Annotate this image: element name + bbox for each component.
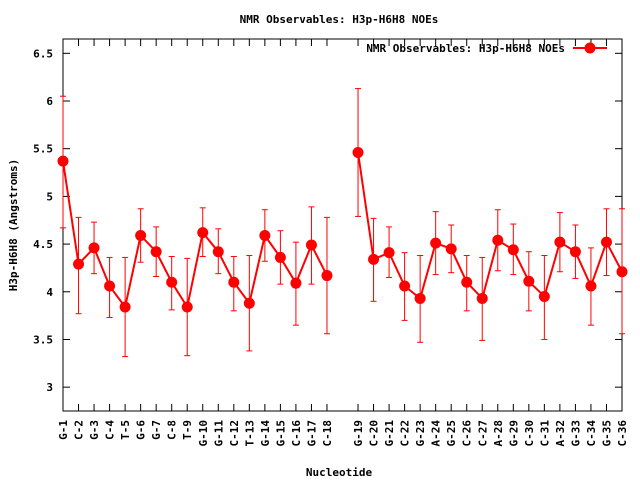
x-axis-label: Nucleotide bbox=[306, 466, 373, 479]
x-tick-label: T-9 bbox=[181, 420, 194, 440]
x-tick-label: G-3 bbox=[88, 420, 101, 440]
y-axis: 3 3.5 4 4.5 5 5.5 6 6.5 bbox=[33, 47, 622, 394]
data-point bbox=[569, 246, 581, 258]
x-tick-label: C-2 bbox=[73, 420, 86, 440]
y-tick-label: 4 bbox=[46, 286, 53, 299]
data-point bbox=[414, 292, 426, 304]
series-line bbox=[357, 152, 623, 301]
data-point bbox=[492, 234, 504, 246]
data-point bbox=[259, 229, 271, 241]
data-point bbox=[430, 237, 442, 249]
data-point bbox=[616, 266, 628, 278]
data-point bbox=[368, 253, 380, 265]
x-tick-label: G-11 bbox=[212, 420, 225, 447]
data-point bbox=[352, 147, 364, 159]
x-tick-label: C-36 bbox=[616, 420, 629, 447]
data-point bbox=[290, 277, 302, 289]
x-tick-label: T-13 bbox=[243, 420, 256, 447]
x-tick-label: G-1 bbox=[57, 420, 70, 440]
x-tick-label: C-27 bbox=[476, 420, 489, 447]
x-tick-label: C-12 bbox=[228, 420, 241, 447]
data-point bbox=[523, 275, 535, 287]
x-tick-label: G-15 bbox=[274, 420, 287, 447]
data-point bbox=[135, 229, 147, 241]
series-line bbox=[62, 160, 328, 310]
data-point bbox=[243, 297, 255, 309]
data-point bbox=[166, 276, 178, 288]
data-point bbox=[212, 246, 224, 258]
data-point bbox=[476, 292, 488, 304]
data-point bbox=[538, 291, 550, 303]
y-tick-label: 4.5 bbox=[33, 238, 53, 251]
data-point bbox=[119, 301, 131, 313]
data-point bbox=[600, 236, 612, 248]
data-point bbox=[383, 247, 395, 259]
data-point bbox=[73, 258, 85, 270]
data-point bbox=[321, 270, 333, 282]
x-tick-label: C-18 bbox=[321, 420, 334, 447]
y-tick-label: 6 bbox=[46, 95, 53, 108]
chart-title: NMR Observables: H3p-H6H8 NOEs bbox=[240, 13, 439, 26]
x-tick-label: T-5 bbox=[119, 420, 132, 440]
x-tick-label: C-30 bbox=[523, 420, 536, 447]
data-series bbox=[57, 88, 628, 358]
data-point bbox=[585, 280, 597, 292]
x-tick-label: G-29 bbox=[507, 420, 520, 447]
data-point bbox=[554, 236, 566, 248]
x-axis: G-1 C-2 G-3 C-4 T-5 G-6 G-7 C-8 T-9 G-10 G-11 C-12 T… bbox=[57, 39, 629, 447]
x-tick-label: A-28 bbox=[492, 420, 505, 447]
data-point bbox=[150, 246, 162, 258]
y-axis-label: H3p-H6H8 (Angstroms) bbox=[7, 159, 20, 291]
data-point bbox=[88, 242, 100, 254]
x-tick-label: G-23 bbox=[414, 420, 427, 447]
x-tick-label: G-17 bbox=[305, 420, 318, 447]
data-point bbox=[461, 276, 473, 288]
data-point bbox=[507, 244, 519, 256]
data-point bbox=[305, 239, 317, 251]
x-tick-label: C-22 bbox=[399, 420, 412, 447]
x-tick-label: C-4 bbox=[104, 420, 117, 440]
data-point bbox=[445, 243, 457, 255]
data-point bbox=[274, 251, 286, 263]
plot-border bbox=[62, 38, 623, 412]
x-tick-label: G-14 bbox=[259, 420, 272, 447]
x-tick-label: C-16 bbox=[290, 420, 303, 447]
x-tick-label: G-7 bbox=[150, 420, 163, 440]
x-tick-label: A-32 bbox=[554, 420, 567, 447]
data-point bbox=[197, 227, 209, 239]
x-tick-label: A-24 bbox=[430, 420, 443, 447]
legend-label: NMR Observables: H3p-H6H8 NOEs bbox=[366, 42, 565, 55]
x-tick-label: C-8 bbox=[166, 420, 179, 440]
legend: NMR Observables: H3p-H6H8 NOEs bbox=[366, 42, 607, 55]
x-tick-label: C-31 bbox=[538, 420, 551, 447]
data-point bbox=[181, 301, 193, 313]
y-tick-label: 3.5 bbox=[33, 333, 53, 346]
y-tick-label: 6.5 bbox=[33, 47, 53, 60]
x-tick-label: G-33 bbox=[569, 420, 582, 447]
y-tick-label: 5.5 bbox=[33, 143, 53, 156]
y-tick-label: 3 bbox=[46, 381, 53, 394]
legend-marker-sample bbox=[584, 42, 596, 54]
x-tick-label: G-21 bbox=[383, 420, 396, 447]
x-tick-label: C-34 bbox=[585, 420, 598, 447]
data-point bbox=[228, 276, 240, 288]
x-tick-label: G-25 bbox=[445, 420, 458, 447]
y-tick-label: 5 bbox=[46, 190, 53, 203]
data-point bbox=[57, 155, 69, 167]
data-point bbox=[104, 280, 116, 292]
x-tick-label: G-6 bbox=[135, 420, 148, 440]
x-tick-label: G-19 bbox=[352, 420, 365, 447]
data-point bbox=[399, 280, 411, 292]
x-tick-label: G-35 bbox=[600, 420, 613, 447]
plot-frame bbox=[62, 38, 623, 412]
x-tick-label: C-26 bbox=[461, 420, 474, 447]
x-tick-label: G-10 bbox=[197, 420, 210, 447]
x-tick-label: C-20 bbox=[368, 420, 381, 447]
